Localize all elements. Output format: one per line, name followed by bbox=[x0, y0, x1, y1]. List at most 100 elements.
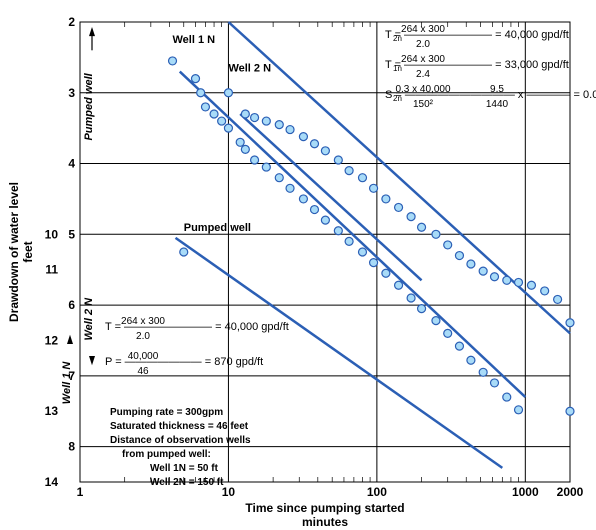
well2-pt bbox=[467, 260, 475, 268]
well1-pt bbox=[286, 184, 294, 192]
well1-pt bbox=[455, 342, 463, 350]
fit-l3 bbox=[240, 114, 421, 280]
svg-text:4: 4 bbox=[68, 157, 75, 171]
svg-text:10: 10 bbox=[45, 227, 59, 241]
svg-text:1000: 1000 bbox=[512, 485, 539, 499]
note-2: Saturated thickness = 46 feet bbox=[110, 421, 249, 432]
x-sublabel: minutes bbox=[302, 515, 348, 529]
drawdown-chart: 110100100020002345678111213141510Well 1 … bbox=[0, 0, 596, 530]
well1-pt bbox=[345, 237, 353, 245]
well2-pt bbox=[455, 252, 463, 260]
well2-pt bbox=[382, 195, 390, 203]
well2-pt bbox=[299, 133, 307, 141]
svg-text:2n: 2n bbox=[393, 94, 402, 103]
well1-pt bbox=[321, 216, 329, 224]
well1-pt bbox=[490, 379, 498, 387]
svg-text:8: 8 bbox=[68, 440, 75, 454]
svg-text:2.0: 2.0 bbox=[136, 331, 150, 342]
svg-text:2: 2 bbox=[68, 15, 75, 29]
well1-pt bbox=[241, 145, 249, 153]
fit-l3b bbox=[176, 238, 503, 468]
well1-pt bbox=[197, 89, 205, 97]
well1-pt bbox=[224, 124, 232, 132]
well1-pt bbox=[334, 227, 342, 235]
svg-text:10: 10 bbox=[222, 485, 236, 499]
svg-text:100: 100 bbox=[367, 485, 387, 499]
svg-text:6: 6 bbox=[68, 298, 75, 312]
svg-text:1: 1 bbox=[77, 485, 84, 499]
well1-pt bbox=[566, 407, 574, 415]
pumped-pt bbox=[180, 248, 188, 256]
svg-text:3: 3 bbox=[68, 86, 75, 100]
well2-pt bbox=[395, 203, 403, 211]
well2-pt bbox=[407, 213, 415, 221]
well2-pt bbox=[311, 140, 319, 148]
svg-text:2.4: 2.4 bbox=[416, 69, 430, 80]
well1-pt bbox=[382, 269, 390, 277]
well2-pt bbox=[515, 278, 523, 286]
well1-pt bbox=[275, 174, 283, 182]
svg-text:264 x 300: 264 x 300 bbox=[121, 316, 165, 327]
well1-pt bbox=[169, 57, 177, 65]
well2-pt bbox=[418, 223, 426, 231]
label-pumped: Pumped well bbox=[184, 222, 251, 234]
well1-pt bbox=[251, 156, 259, 164]
well1-pt bbox=[418, 305, 426, 313]
well2-pt bbox=[262, 117, 270, 125]
well2-pt bbox=[224, 89, 232, 97]
well2-pt bbox=[444, 241, 452, 249]
svg-text:46: 46 bbox=[137, 366, 149, 377]
svg-text:0.3 x 40,000: 0.3 x 40,000 bbox=[395, 84, 450, 95]
well2-pt bbox=[286, 126, 294, 134]
svg-text:5: 5 bbox=[68, 227, 75, 241]
well1-pt bbox=[467, 356, 475, 364]
well1-pt bbox=[236, 138, 244, 146]
well2-pt bbox=[370, 184, 378, 192]
well2-pt bbox=[432, 230, 440, 238]
well2-pt bbox=[251, 114, 259, 122]
well2-pt bbox=[503, 276, 511, 284]
y-sublabel: feet bbox=[21, 241, 35, 262]
well1-pt bbox=[358, 248, 366, 256]
label-well1: Well 1 N bbox=[173, 34, 216, 46]
well1-pt bbox=[515, 406, 523, 414]
svg-text:264 x 300: 264 x 300 bbox=[401, 54, 445, 65]
note-1: Pumping rate = 300gpm bbox=[110, 407, 223, 418]
svg-text:2.0: 2.0 bbox=[416, 39, 430, 50]
y3-name: Pumped well bbox=[83, 72, 95, 140]
well1-pt bbox=[299, 195, 307, 203]
well1-pt bbox=[311, 206, 319, 214]
well1-pt bbox=[432, 317, 440, 325]
well1-pt bbox=[210, 110, 218, 118]
svg-text:150²: 150² bbox=[413, 99, 434, 110]
svg-text:13: 13 bbox=[45, 404, 59, 418]
svg-text:264 x 300: 264 x 300 bbox=[401, 24, 445, 35]
well2-pt bbox=[275, 121, 283, 129]
well2-pt bbox=[345, 167, 353, 175]
well1-pt bbox=[192, 75, 200, 83]
well2-pt bbox=[358, 174, 366, 182]
note-6: Well 2N = 150 ft bbox=[150, 477, 224, 488]
well2-pt bbox=[321, 147, 329, 155]
well2-pt bbox=[490, 273, 498, 281]
well1-pt bbox=[479, 368, 487, 376]
svg-text:14: 14 bbox=[45, 475, 59, 489]
well2-pt bbox=[334, 156, 342, 164]
y-label: Drawdown of water level bbox=[7, 182, 21, 322]
well1-pt bbox=[370, 259, 378, 267]
y2-name: Well 2 N bbox=[83, 297, 95, 341]
well2-pt bbox=[527, 281, 535, 289]
svg-text:1n: 1n bbox=[393, 64, 402, 73]
note-5: Well 1N = 50 ft bbox=[150, 463, 219, 474]
note-3: Distance of observation wells bbox=[110, 435, 251, 446]
well1-pt bbox=[395, 281, 403, 289]
well2-pt bbox=[241, 110, 249, 118]
svg-text:9.5: 9.5 bbox=[490, 84, 504, 95]
y1-name: Well 1 N bbox=[61, 361, 73, 405]
well2-pt bbox=[554, 295, 562, 303]
well1-pt bbox=[444, 329, 452, 337]
well1-pt bbox=[201, 103, 209, 111]
well2-pt bbox=[541, 287, 549, 295]
svg-text:2n: 2n bbox=[393, 34, 402, 43]
svg-text:2000: 2000 bbox=[557, 485, 584, 499]
